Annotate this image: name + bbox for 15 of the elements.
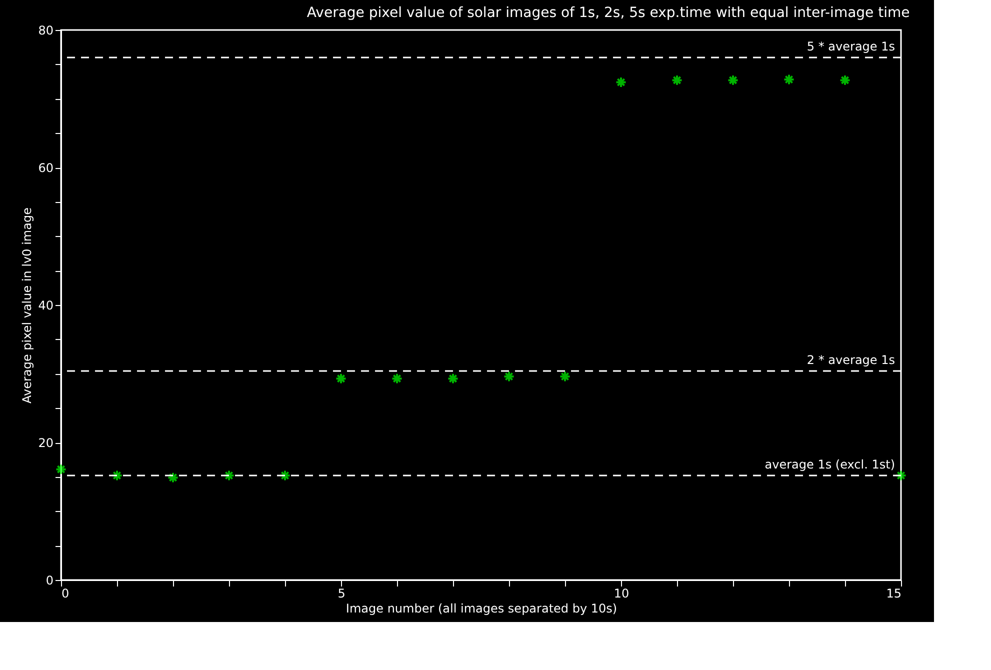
y-tick-label: 20	[38, 436, 54, 450]
y-tick-label: 60	[38, 161, 54, 175]
x-axis-title: Image number (all images separated by 10s)	[346, 602, 618, 616]
x-tick-label: 0	[62, 586, 70, 600]
ref-line-label: 5 * average 1s	[806, 40, 895, 54]
x-tick-label: 10	[614, 586, 630, 600]
y-tick-label: 80	[38, 24, 54, 38]
x-tick-label: 15	[886, 586, 902, 600]
y-axis-title: Average pixel value in lv0 image	[20, 208, 34, 404]
x-tick-label: 5	[338, 586, 346, 600]
y-tick-label: 40	[38, 298, 54, 312]
y-tick-label: 0	[46, 574, 54, 588]
ref-line-label: average 1s (excl. 1st)	[764, 458, 895, 472]
ref-line-label: 2 * average 1s	[806, 353, 895, 367]
chart-title: Average pixel value of solar images of 1s, 2s, 5s exp.time with equal inter-image time	[306, 5, 910, 21]
